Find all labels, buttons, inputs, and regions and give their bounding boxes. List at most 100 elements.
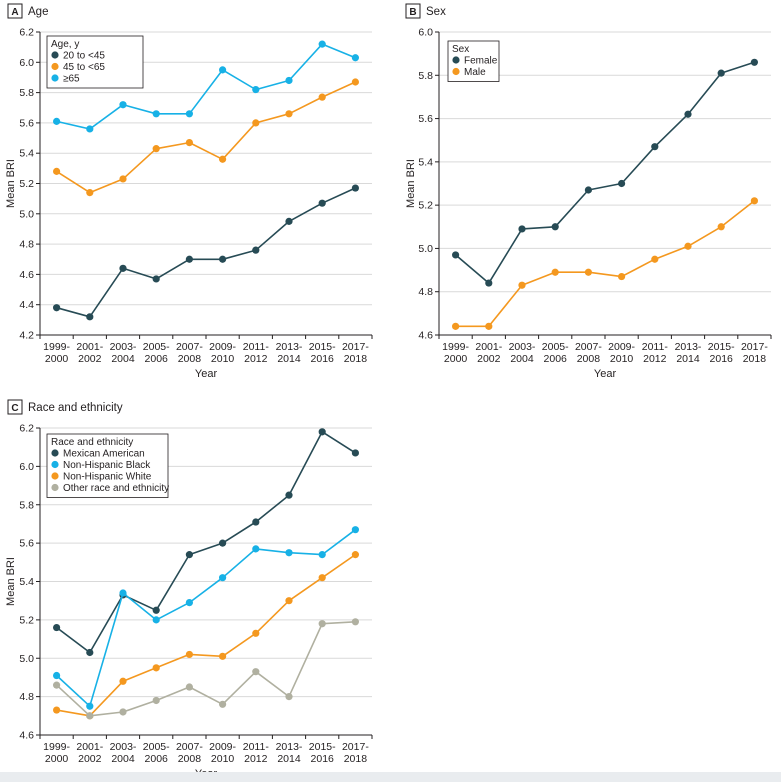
panel-a-ytick-label: 5.0 [19,208,34,220]
panel-a-xtick-label: 2012 [244,353,268,365]
panel-c-data-point [185,650,193,659]
panel-c-legend-label: Other race and ethnicity [63,483,169,494]
panel-a-ytick-label: 4.8 [19,239,34,251]
panel-b-data-point [518,281,526,289]
panel-b-series-line-0 [455,61,755,284]
panel-a-data-point [252,119,260,127]
panel-b-ytick-label: 5.4 [418,156,433,168]
panel-a-series-line-1 [56,81,356,194]
panel-c-xtick-label: 2008 [178,753,202,765]
panel-a-ytick-label: 5.6 [19,117,34,129]
panel-a-xtick-label: 2008 [178,353,202,365]
panel-a-data-point [86,313,94,321]
panel-b-letter: B [409,7,416,18]
panel-c-series-line-2 [56,553,356,717]
panel-c-data-point [152,696,160,705]
panel-a-data-point [285,76,293,85]
panel-a-legend-label: 45 to <65 [63,62,105,73]
panel-b-legend-label: Female [464,56,498,67]
panel-c-xtick-label: 2009- [209,741,236,753]
panel-c-letter-box [7,399,23,415]
panel-c-data-point [285,597,293,605]
panel-b-ytick-label: 5.0 [418,243,433,255]
panel-c-data-point [318,574,326,582]
panel-a-data-point [318,199,326,207]
panel-a-data-point [152,275,160,283]
panel-a-xlabel: Year [195,368,218,380]
panel-a-xtick-label: 2014 [277,353,301,365]
panel-a-data-point [53,304,61,312]
panel-c-data-point [351,526,359,534]
panel-b-data-point [551,223,559,231]
panel-c-data-point [86,648,94,657]
panel-c-data-point [351,449,359,457]
panel-a-letter-box [7,3,23,19]
panel-c-data-point [53,671,61,680]
panel-c-legend-label: Non-Hispanic White [63,472,152,483]
panel-a-xtick-label: 2002 [78,353,102,365]
panel-a-xtick-label: 2005- [143,341,170,353]
panel-c-xtick-label: 2014 [277,753,301,765]
panel-a-title: Age [28,6,48,18]
panel-b-ytick-label: 5.6 [418,113,433,125]
panel-b-xtick-label: 2003- [509,341,536,353]
panel-a-xtick-label: 2016 [311,353,335,365]
panel-c-ytick-label: 6.2 [19,423,34,435]
panel-c-xtick-label: 2004 [111,753,135,765]
panel-b-data-point [584,268,593,276]
panel-a-legend-marker [51,62,59,71]
panel-c-data-point [318,620,326,628]
panel-c-data-point [185,683,193,691]
panel-a-data-point [119,175,127,183]
panel-a-letter: A [11,7,18,18]
panel-a-data-point [53,167,61,175]
panel-c-series-line-3 [56,621,356,717]
panel-b-xtick-label: 2011- [642,341,669,353]
panel-a-data-point [152,110,160,118]
panel-c-xtick-label: 2018 [344,753,368,765]
panel-c-xtick-label: 2010 [211,753,235,765]
panel-c-xtick-label: 2012 [244,753,268,765]
panel-a-xtick-label: 2013- [276,341,303,353]
panel-b-xtick-label: 2008 [577,353,601,365]
panel-c-xtick-label: 2000 [45,753,69,765]
panel-a-legend-box [46,35,144,89]
panel-a-legend-marker [51,51,59,59]
panel-b-ytick-label: 5.2 [418,200,433,212]
panel-c-data-point [252,518,260,526]
panel-c-data-point [185,599,193,607]
panel-a-ytick-label: 5.4 [19,148,34,160]
panel-b-xtick-label: 2002 [477,353,501,365]
panel-b-xtick-label: 2001- [475,341,502,353]
bottom-strip [0,772,781,782]
panel-b-xtick-label: 2016 [710,353,734,365]
panel-a-ytick-label: 6.2 [19,27,34,39]
panel-a-data-point [285,110,293,118]
panel-c-ytick-label: 5.0 [19,653,34,665]
panel-a-data-point [252,246,260,254]
panel-c-data-point [285,693,293,701]
panel-c-data-point [252,629,260,637]
panel-b-data-point [584,186,593,194]
panel-c-legend-title: Race and ethnicity [51,437,133,448]
panel-a-xtick-label: 2009- [209,341,236,353]
panel-a-xtick-label: 2018 [344,353,368,365]
panel-a-xtick-label: 2003- [110,341,137,353]
panel-c-legend-marker [51,460,59,469]
panel-b-legend-marker [452,56,460,64]
panel-c-data-point [152,616,160,624]
panel-a-ytick-label: 4.4 [19,299,34,311]
panel-c-data-point [219,652,227,660]
panel-c-legend-label: Mexican American [63,449,145,460]
panel-a-xtick-label: 2000 [45,353,69,365]
panel-b-data-point [651,143,659,151]
panel-b-data-point [684,110,692,118]
panel-c-data-point [252,668,260,676]
panel-b-data-point [452,251,460,259]
panel-a-legend-label: 20 to <45 [63,51,105,62]
panel-a-xtick-label: 2006 [145,353,169,365]
panel-a-data-point [86,125,94,133]
panel-c-xtick-label: 2003- [110,741,137,753]
panel-b-data-point [518,225,526,233]
